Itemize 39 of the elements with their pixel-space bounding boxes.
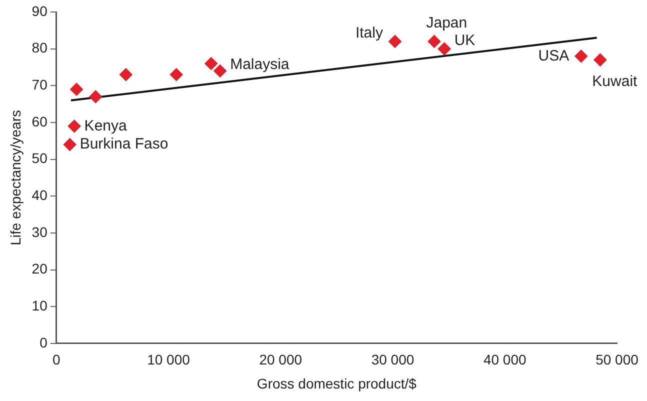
x-tick-label: 10 000 <box>147 352 190 368</box>
point <box>574 50 588 63</box>
x-tick-label: 30 000 <box>371 352 414 368</box>
annotation: Kuwait <box>592 73 638 90</box>
point <box>388 34 402 48</box>
annotation: Kenya <box>84 117 128 134</box>
y-tick-label: 20 <box>32 260 48 277</box>
point <box>428 34 441 48</box>
y-tick-label: 10 <box>32 297 48 314</box>
y-axis-title: Life expectancy/years <box>7 110 24 246</box>
point <box>204 57 218 70</box>
x-axis-title: Gross domestic product/$ <box>256 375 417 392</box>
x-tick-label: 20 000 <box>259 352 302 368</box>
point <box>119 68 132 82</box>
point <box>89 90 102 104</box>
x-tick-label: 40 000 <box>483 352 526 368</box>
x-tick-label: 0 <box>52 352 60 368</box>
point <box>63 138 76 152</box>
annotation: Italy <box>355 24 384 42</box>
y-tick-label: 40 <box>32 186 48 203</box>
y-tick-label: 0 <box>40 334 48 350</box>
point <box>70 82 84 96</box>
annotation: UK <box>454 32 476 49</box>
point <box>68 120 81 133</box>
annotation: USA <box>538 47 570 64</box>
y-tick-label: 80 <box>32 40 48 56</box>
annotation: Burkina Faso <box>80 136 168 153</box>
point <box>594 53 607 66</box>
y-tick-label: 30 <box>32 224 48 240</box>
annotation: Japan <box>426 14 468 32</box>
y-tick-label: 90 <box>32 2 48 19</box>
point <box>438 42 451 56</box>
annotation: Malaysia <box>230 56 290 74</box>
y-tick-label: 70 <box>32 76 48 93</box>
x-tick-label: 50 000 <box>596 352 639 368</box>
point <box>170 68 183 82</box>
point <box>214 64 227 78</box>
y-tick-label: 60 <box>32 113 48 130</box>
y-tick-label: 50 <box>32 150 48 166</box>
